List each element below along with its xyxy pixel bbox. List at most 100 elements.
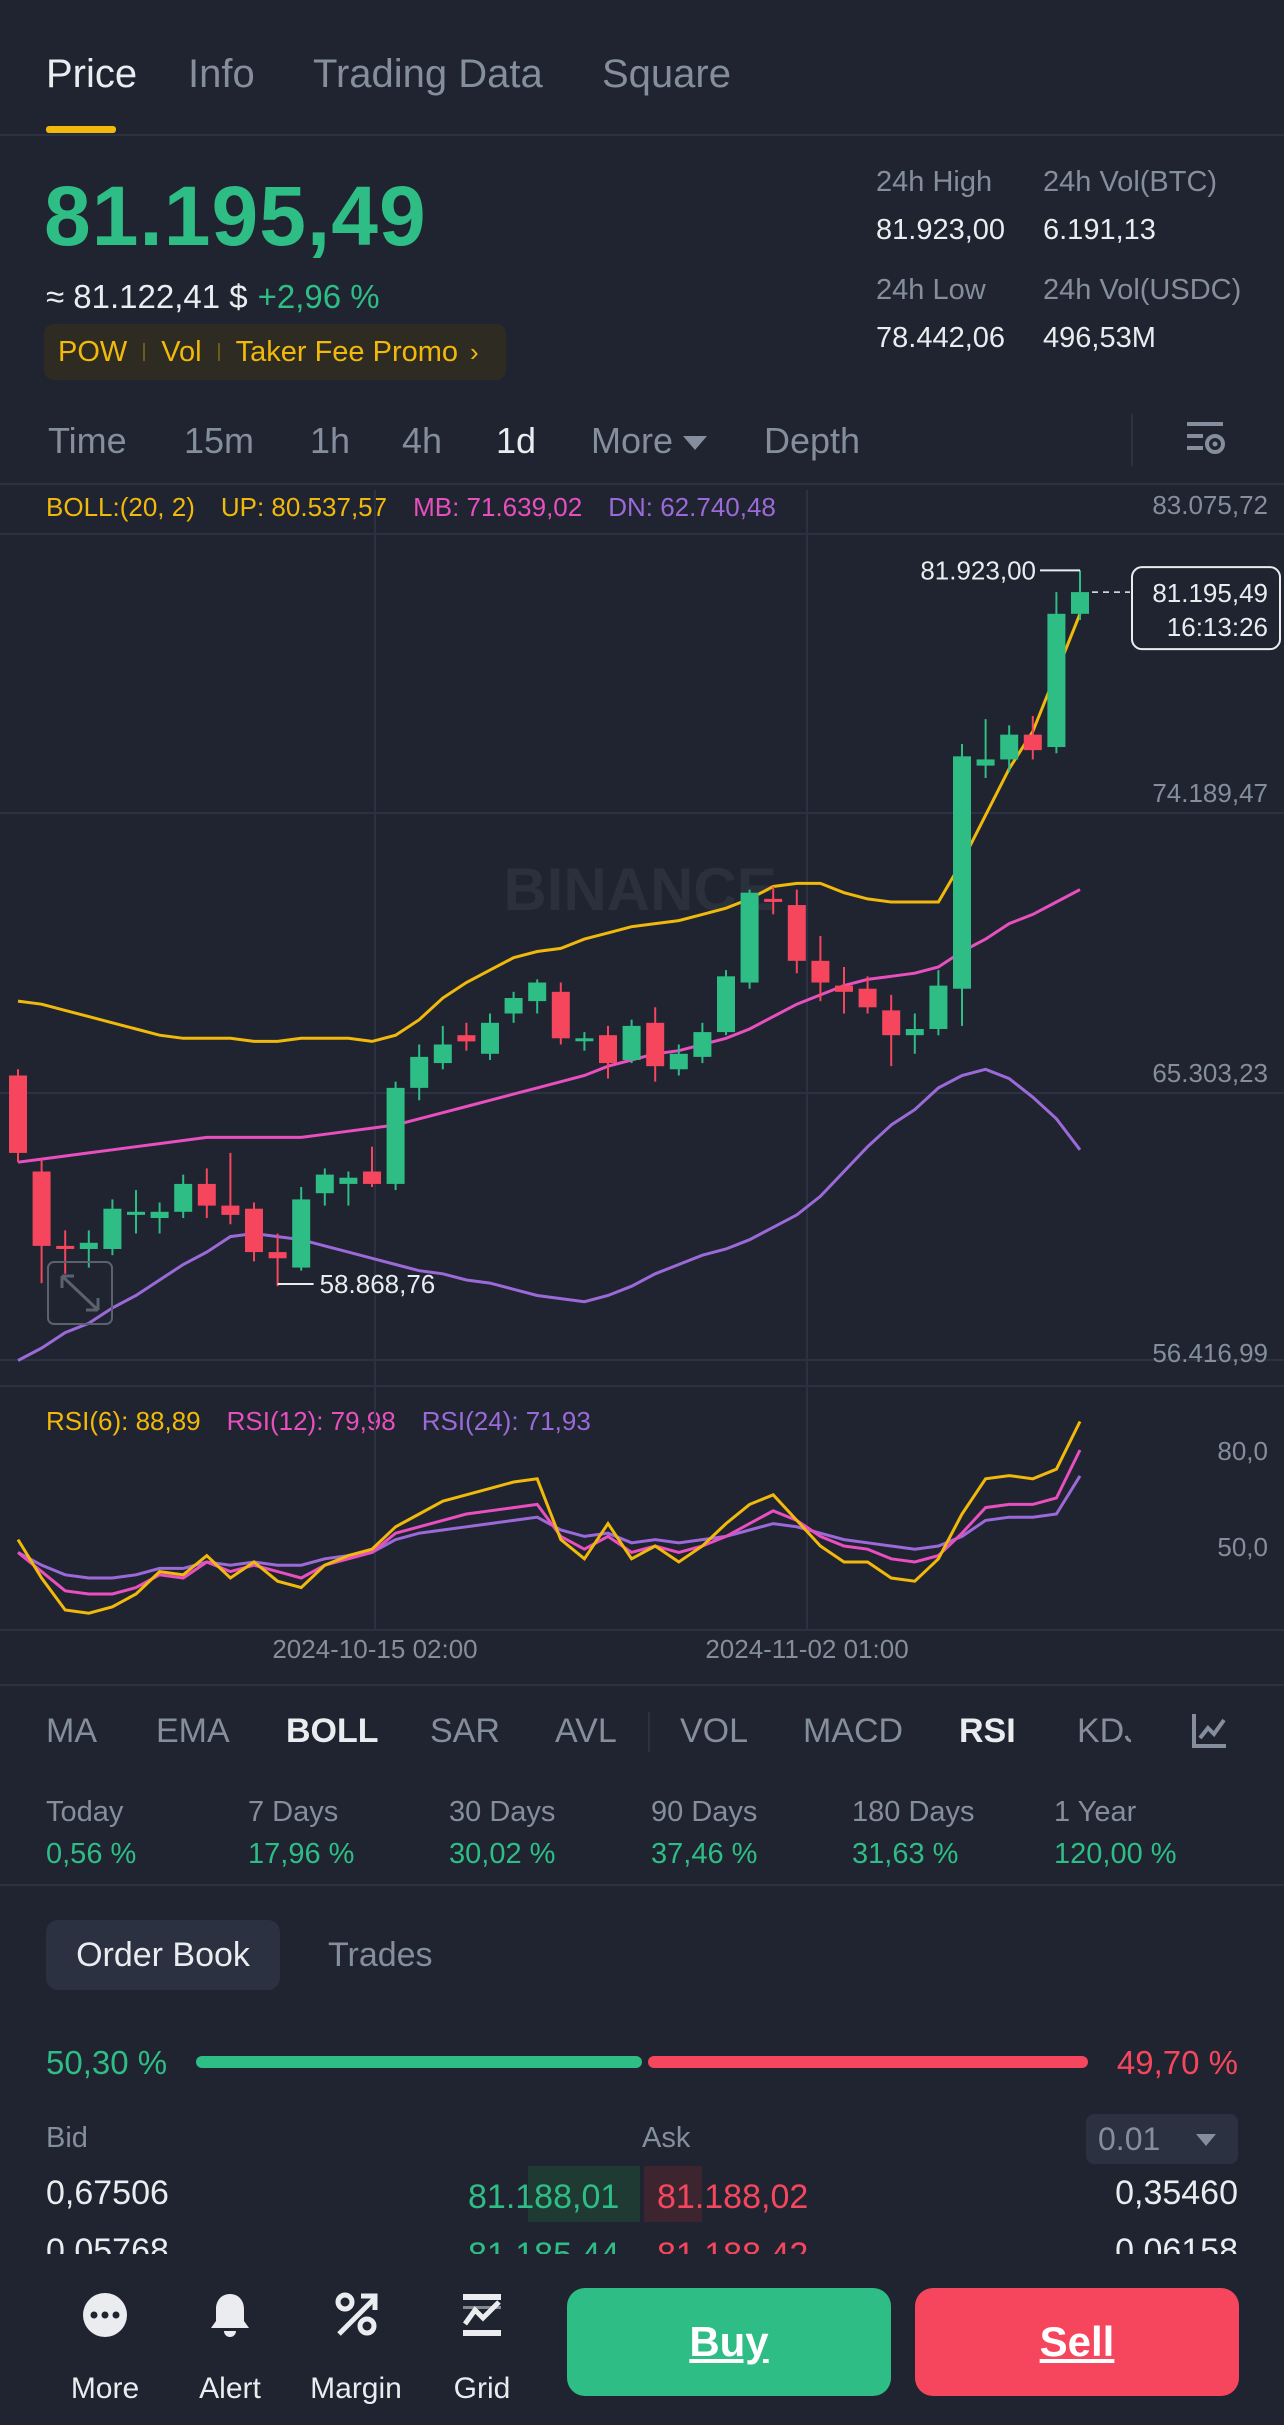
promo-tags[interactable]: POW Vol Taker Fee Promo › — [44, 324, 506, 380]
tab-trading-data[interactable]: Trading Data — [313, 52, 543, 96]
timeframe-15m[interactable]: 15m — [184, 420, 255, 461]
timeframe-1h[interactable]: 1h — [310, 420, 351, 461]
candle-body — [905, 1028, 924, 1036]
candle-body — [221, 1205, 240, 1215]
last-price: 81.195,49 — [44, 169, 427, 263]
perf-value-today: 0,56 % — [46, 1838, 137, 1870]
watermark-logo: BINANCE — [503, 856, 776, 923]
timeframe-depth[interactable]: Depth — [764, 420, 861, 461]
indicator-boll[interactable]: BOLL — [286, 1712, 379, 1750]
candle-body — [622, 1025, 641, 1060]
tab-info[interactable]: Info — [188, 52, 255, 96]
y-axis-tick: 56.416,99 — [1152, 1338, 1268, 1368]
perf-value-180d: 31,63 % — [852, 1838, 959, 1870]
precision-select[interactable]: 0.01 — [1086, 2114, 1238, 2164]
tab-square[interactable]: Square — [602, 52, 731, 96]
candle-body — [79, 1242, 98, 1249]
nav-more[interactable]: More — [50, 2290, 160, 2405]
indicator-ma[interactable]: MA — [46, 1712, 97, 1750]
timeframe-1d[interactable]: 1d — [496, 420, 537, 461]
indicator-rsi[interactable]: RSI — [959, 1712, 1016, 1750]
indicator-vol[interactable]: VOL — [680, 1712, 749, 1750]
perf-label-30d: 30 Days — [449, 1796, 556, 1828]
tag-taker-fee-promo[interactable]: Taker Fee Promo — [235, 335, 459, 368]
candle-body — [976, 759, 995, 766]
ask-ratio-bar — [648, 2056, 1088, 2068]
y-axis-tick: 83.075,72 — [1152, 490, 1268, 520]
grid-icon — [462, 2294, 501, 2336]
candle-body — [363, 1171, 381, 1184]
ask-qty[interactable]: 0,35460 — [1115, 2174, 1238, 2212]
boll-params: BOLL:(20, 2) — [46, 492, 195, 522]
candle-body — [599, 1035, 617, 1064]
nav-margin[interactable]: Margin — [301, 2290, 411, 2405]
boll-up-value: UP: 80.537,57 — [220, 492, 388, 522]
caret-down-icon — [683, 436, 708, 451]
sell-button[interactable]: Sell — [915, 2288, 1239, 2396]
candle-body — [528, 982, 547, 1002]
tag-vol[interactable]: Vol — [161, 335, 202, 368]
candle-body — [693, 1032, 712, 1057]
indicator-avl[interactable]: AVL — [555, 1712, 617, 1750]
stat-24h-vol-usdc-label: 24h Vol(USDC) — [1043, 274, 1242, 306]
nav-grid[interactable]: Grid — [427, 2290, 537, 2405]
tab-order-book[interactable]: Order Book — [46, 1920, 280, 1990]
nav-grid-label: Grid — [453, 2372, 511, 2405]
buy-button[interactable]: Buy — [567, 2288, 891, 2396]
candle-body — [551, 991, 570, 1039]
bid-price[interactable]: 81.188,01 — [468, 2178, 620, 2216]
candle-body — [127, 1211, 145, 1215]
boll-upper-line — [17, 613, 1082, 1043]
candlestick-chart[interactable]: BINANCE 83.075,72 74.189,47 65.303,23 56.416… — [0, 490, 1284, 1380]
bid-qty[interactable]: 0,67506 — [46, 2174, 169, 2212]
expand-icon[interactable] — [47, 1261, 113, 1325]
indicator-settings-icon[interactable] — [1190, 1710, 1230, 1755]
tag-separator — [143, 343, 146, 361]
divider — [0, 483, 1284, 485]
chart-settings-icon[interactable] — [1184, 416, 1228, 465]
candle-body — [174, 1183, 193, 1212]
candle-body — [953, 756, 971, 989]
tab-price[interactable]: Price — [46, 52, 138, 96]
bell-icon — [211, 2294, 249, 2337]
rsi12-value: RSI(12): 79,98 — [226, 1406, 396, 1436]
tab-trades[interactable]: Trades — [328, 1936, 433, 1974]
toolbar-separator — [1131, 414, 1133, 466]
timeframe-4h[interactable]: 4h — [402, 420, 443, 461]
indicator-ema[interactable]: EMA — [156, 1712, 230, 1750]
countdown-label: 16:13:26 — [1167, 612, 1268, 642]
nav-alert[interactable]: Alert — [175, 2290, 285, 2405]
candle-body — [9, 1075, 27, 1153]
indicator-sar[interactable]: SAR — [430, 1712, 500, 1750]
stat-24h-high-label: 24h High — [876, 166, 993, 198]
tag-separator — [217, 343, 220, 361]
candle-body — [481, 1022, 499, 1054]
stat-24h-high: 81.923,00 — [876, 214, 1006, 246]
candle-body — [929, 985, 948, 1029]
bid-header: Bid — [46, 2122, 88, 2154]
timeframe-time[interactable]: Time — [48, 420, 127, 461]
indicator-macd[interactable]: MACD — [803, 1712, 904, 1750]
price-change: +2,96 % — [257, 278, 380, 315]
nav-more-label: More — [70, 2372, 140, 2405]
expand-icon-arrows — [60, 1274, 100, 1312]
candle-body — [717, 976, 735, 1033]
bid-depth-bar — [528, 2166, 640, 2222]
ask-header: Ask — [642, 2122, 691, 2154]
divider — [0, 1684, 1284, 1686]
rsi24-value: RSI(24): 71,93 — [421, 1406, 591, 1436]
indicator-kdj[interactable]: KDJ — [1077, 1712, 1131, 1750]
candle-body — [339, 1177, 358, 1184]
rsi-chart[interactable]: 80,0 50,0 2024-10-15 02:00 2024-11-02 01:00 — [0, 1380, 1284, 1690]
candle-body — [1047, 613, 1066, 748]
candle-body — [646, 1022, 665, 1067]
expand-icon-frame — [47, 1261, 113, 1325]
candle-body — [740, 892, 759, 983]
divider — [0, 1884, 1284, 1886]
precision-value: 0.01 — [1098, 2121, 1161, 2157]
timeframe-more[interactable]: More — [591, 420, 708, 462]
boll-lower-line — [17, 1067, 1082, 1362]
tag-pow[interactable]: POW — [58, 335, 128, 368]
y-axis-tick: 74.189,47 — [1152, 778, 1268, 808]
ask-price[interactable]: 81.188,02 — [657, 2178, 809, 2216]
